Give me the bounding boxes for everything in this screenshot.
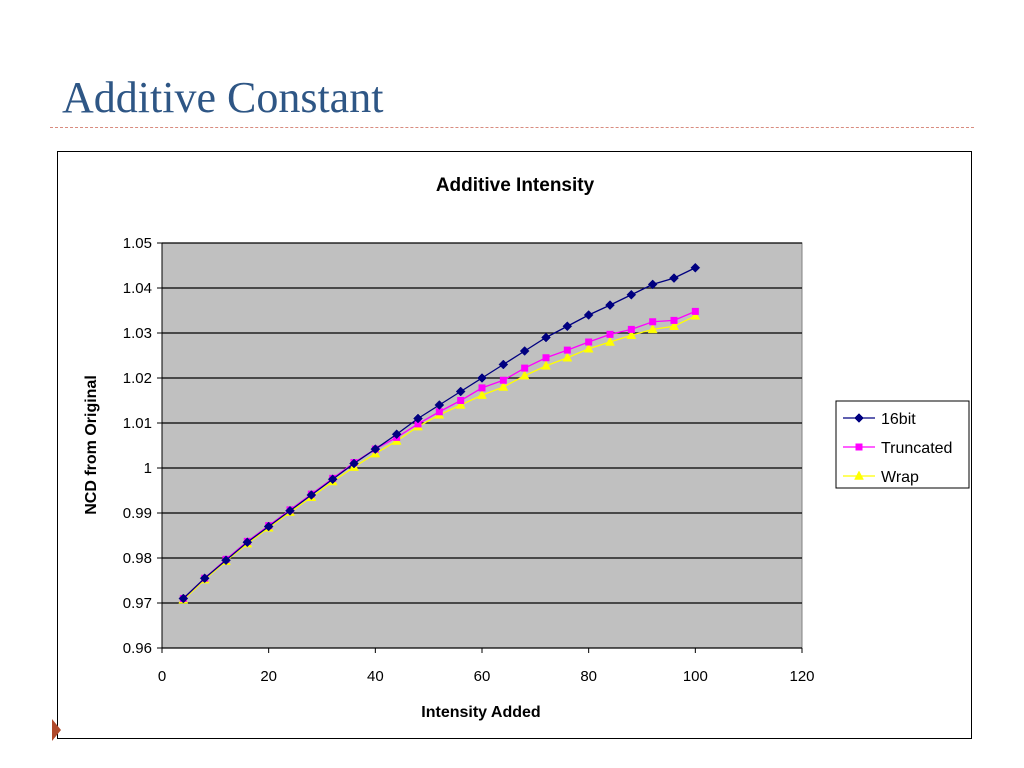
data-point (519, 346, 530, 356)
y-tick-label: 1.04 (123, 280, 152, 297)
data-point (435, 408, 443, 416)
data-point (263, 521, 274, 532)
data-point (690, 262, 701, 273)
data-point (583, 343, 594, 353)
slide-title: Additive Constant (62, 73, 384, 122)
y-tick-label: 1.03 (123, 325, 152, 342)
y-tick-label: 0.99 (123, 505, 152, 522)
data-point (414, 420, 422, 428)
series-16bit (178, 262, 701, 604)
grid-lines (161, 242, 802, 649)
data-point (606, 330, 614, 338)
data-point (670, 316, 678, 324)
data-point (542, 354, 550, 362)
data-point (605, 300, 615, 310)
data-point (563, 346, 571, 354)
x-tick-label: 0 (158, 668, 166, 685)
y-tick-label: 1.05 (123, 235, 152, 252)
legend-label: Truncated (881, 440, 952, 457)
y-axis-ticks: 0.96 0.97 0.98 0.99 1 1.01 1.02 1.03 1.04 1.05 (123, 235, 162, 657)
data-point (199, 573, 210, 584)
data-point (854, 470, 864, 480)
data-point (178, 593, 189, 604)
y-tick-label: 1.02 (123, 370, 152, 387)
data-point (434, 400, 445, 410)
data-point (585, 338, 593, 346)
x-tick-label: 60 (474, 668, 491, 685)
chart-title: Additive Intensity (436, 175, 595, 196)
data-point (626, 329, 637, 339)
data-point (370, 444, 381, 454)
x-tick-label: 120 (789, 668, 814, 685)
data-point (649, 318, 657, 326)
data-point (647, 323, 658, 334)
legend-label: Wrap (881, 469, 919, 486)
legend-item: Truncated (843, 440, 952, 457)
data-point (285, 505, 295, 516)
y-tick-label: 1 (144, 460, 152, 477)
data-point (669, 320, 679, 330)
series-layer (178, 262, 701, 604)
slide-marker-icon (52, 719, 61, 741)
y-tick-label: 0.98 (123, 550, 152, 567)
data-point (647, 279, 658, 290)
data-point (854, 413, 864, 423)
data-point (562, 321, 573, 332)
data-point (349, 458, 359, 469)
y-tick-label: 0.96 (123, 640, 152, 657)
data-point (541, 332, 551, 343)
y-tick-label: 0.97 (123, 595, 152, 612)
data-point (499, 376, 507, 384)
data-point (306, 490, 317, 500)
x-tick-label: 100 (683, 668, 708, 685)
data-point (327, 474, 338, 485)
data-point (691, 307, 699, 315)
y-axis-title: NCD from Original (83, 375, 100, 515)
data-point (478, 384, 486, 392)
data-point (221, 555, 231, 566)
data-point (855, 443, 863, 451)
data-point (242, 537, 253, 548)
x-axis-ticks: 0 20 40 60 80 100 120 (158, 647, 815, 685)
data-point (457, 397, 465, 404)
data-point (455, 386, 466, 397)
data-point (477, 389, 487, 399)
title-divider (50, 127, 974, 128)
data-point (519, 370, 530, 380)
data-point (477, 373, 487, 383)
x-tick-label: 20 (260, 668, 277, 685)
x-tick-label: 40 (367, 668, 384, 685)
data-point (605, 336, 615, 346)
x-axis-title: Intensity Added (421, 704, 540, 721)
data-point (455, 399, 466, 409)
y-tick-label: 1.01 (123, 415, 152, 432)
data-point (391, 429, 402, 440)
data-point (562, 352, 573, 362)
data-point (498, 359, 509, 370)
data-point (669, 273, 679, 283)
data-point (627, 325, 635, 333)
data-point (690, 310, 701, 320)
legend-label: 16bit (881, 411, 916, 428)
data-point (498, 381, 509, 391)
legend-item: 16bit (843, 411, 916, 428)
data-point (541, 360, 551, 370)
plot-area (161, 242, 803, 649)
data-point (583, 310, 594, 320)
legend-item: Wrap (843, 469, 919, 486)
x-tick-label: 80 (580, 668, 597, 685)
legend: 16bit Truncated Wrap (835, 400, 970, 489)
data-point (626, 289, 637, 300)
data-point (413, 413, 423, 424)
data-point (521, 364, 529, 372)
